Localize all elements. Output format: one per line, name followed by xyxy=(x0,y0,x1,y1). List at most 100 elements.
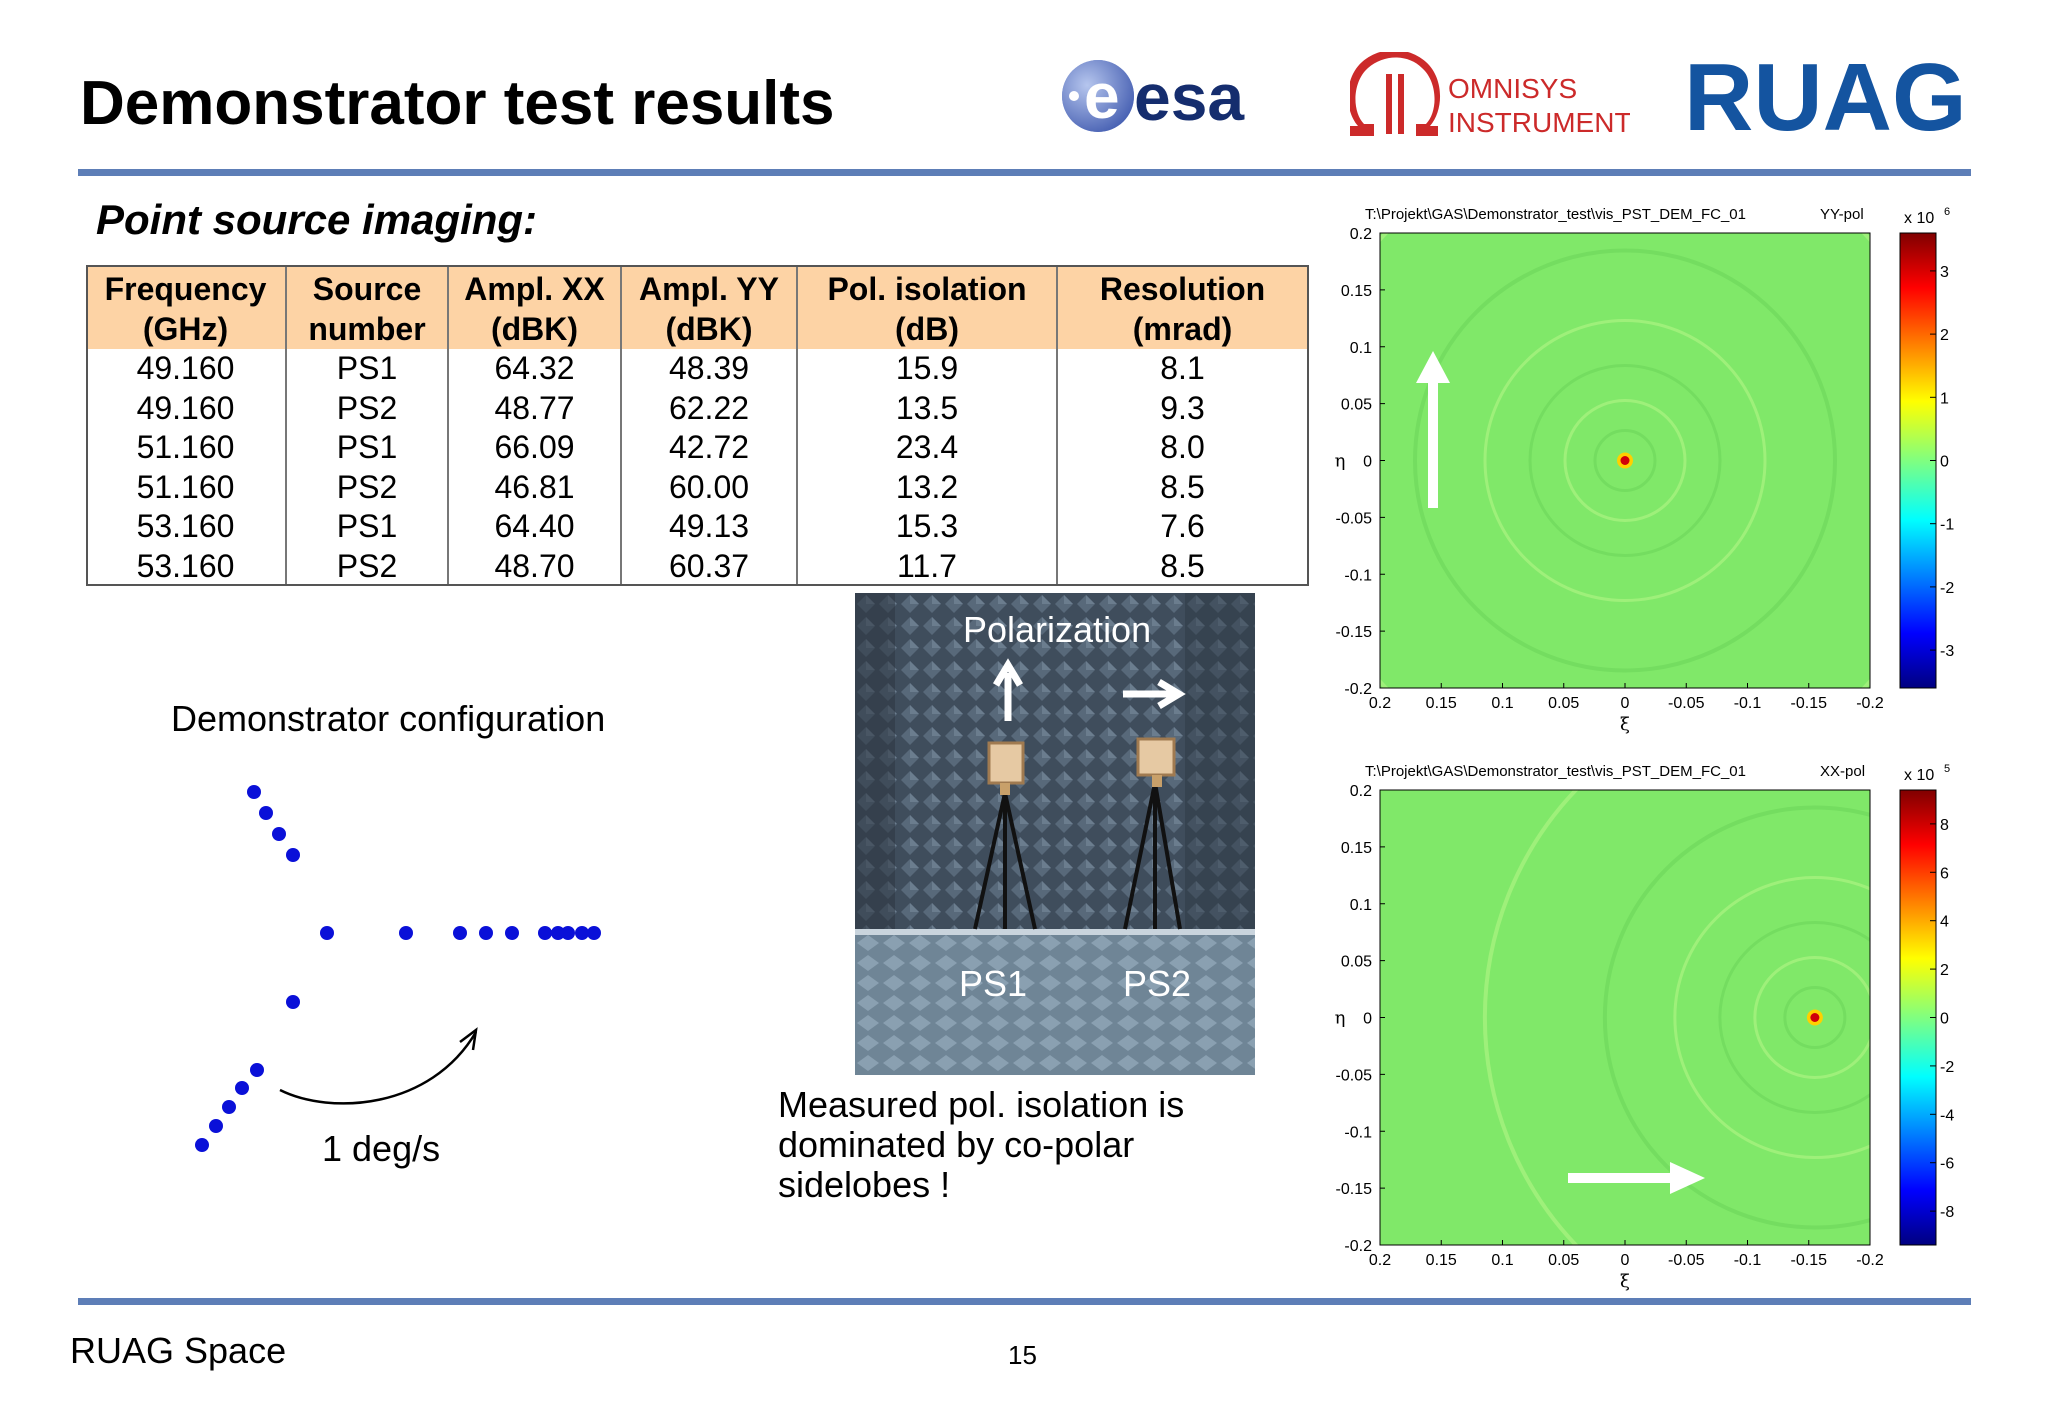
y-tick-label: -0.2 xyxy=(1344,681,1372,698)
sidelobe-ring xyxy=(1483,319,1767,602)
sidelobe-rings xyxy=(1482,790,1870,1245)
antenna-element-dot xyxy=(505,926,519,940)
antenna-element-dot xyxy=(453,926,467,940)
colorbar-scale-exponent: 6 xyxy=(1944,206,1950,218)
colorbar-tick-label: 2 xyxy=(1940,327,1949,344)
header-line: (dBK) xyxy=(490,311,579,347)
y-tick-label: 0.15 xyxy=(1341,840,1372,857)
antenna-element-dot xyxy=(259,806,273,820)
antenna-element-dot xyxy=(272,827,286,841)
colorbar-scale-exponent: 5 xyxy=(1944,763,1950,775)
footer-divider xyxy=(78,1298,1971,1305)
y-tick-label: 0.05 xyxy=(1341,397,1372,414)
y-tick-label: 0.05 xyxy=(1341,954,1372,971)
table-cell: 64.40 xyxy=(447,507,621,547)
colorbar-tick-label: -3 xyxy=(1940,643,1954,660)
plot-path-label: T:\Projekt\GAS\Demonstrator_test\vis_PST… xyxy=(1365,763,1746,780)
table-cell: 11.7 xyxy=(796,546,1057,586)
table-cell: 48.77 xyxy=(447,388,621,428)
header-line: (dBK) xyxy=(665,311,753,347)
header-line: (mrad) xyxy=(1132,311,1233,347)
sidelobe-ring xyxy=(1528,364,1722,557)
table-cell: PS2 xyxy=(285,388,448,428)
table-cell: PS2 xyxy=(285,467,448,507)
antenna-element-dot xyxy=(320,926,334,940)
table-header-row: Frequency (GHz) Source number Ampl. XX (dBK… xyxy=(86,265,1307,349)
table-cell: 8.5 xyxy=(1056,546,1307,586)
table-cell: 23.4 xyxy=(796,428,1057,468)
x-tick-label: 0 xyxy=(1621,695,1630,712)
table-cell: 53.160 xyxy=(136,547,235,584)
x-tick-label: -0.1 xyxy=(1734,1252,1762,1269)
sidelobe-ring xyxy=(1602,805,1870,1230)
x-tick-label: 0.05 xyxy=(1548,1252,1579,1269)
table-cell: PS1 xyxy=(285,349,448,389)
antenna-element-dot xyxy=(479,926,493,940)
header-line: Frequency xyxy=(104,271,267,307)
table-row: 49.160 PS1 64.32 48.39 15.9 8.1 xyxy=(86,349,1307,389)
polarization-arrow xyxy=(1428,378,1438,508)
sidelobe-rings xyxy=(1380,233,1870,688)
table-cell: 66.09 xyxy=(447,428,621,468)
table-cell: 49.160 xyxy=(136,389,235,426)
colorbar-tick-label: -4 xyxy=(1940,1107,1954,1124)
table-cell: 49.13 xyxy=(620,507,797,547)
header-line: Ampl. XX xyxy=(464,271,605,307)
table-cell: 15.3 xyxy=(796,507,1057,547)
table-row: 49.160 PS2 48.77 62.22 13.5 9.3 xyxy=(86,388,1307,428)
table-cell: PS2 xyxy=(285,546,448,586)
header-resolution: Resolution (mrad) xyxy=(1056,265,1307,349)
x-tick-label: 0.1 xyxy=(1491,695,1513,712)
x-tick-label: 0.05 xyxy=(1548,695,1579,712)
y-tick-label: -0.1 xyxy=(1344,567,1372,584)
esa-logo-text: esa xyxy=(1134,60,1245,134)
ps2-label: PS2 xyxy=(1123,963,1192,1004)
colorbar-tick-label: 8 xyxy=(1940,817,1949,834)
polarization-arrowhead xyxy=(1670,1162,1705,1194)
antenna-element-dot xyxy=(222,1100,236,1114)
table-cell: 42.72 xyxy=(620,428,797,468)
results-table: Frequency (GHz) Source number Ampl. XX (dBK… xyxy=(86,265,1307,586)
sidelobe-ring xyxy=(1673,876,1870,1159)
header-pol-isolation: Pol. isolation (dB) xyxy=(796,265,1057,349)
table-cell: PS1 xyxy=(285,428,448,468)
table-row: 53.160 PS1 64.40 49.13 15.3 7.6 xyxy=(86,507,1307,547)
colorbar-tick-label: 2 xyxy=(1940,962,1949,979)
y-tick-label: 0.2 xyxy=(1350,783,1372,800)
header-line: Ampl. YY xyxy=(639,271,779,307)
header-divider xyxy=(78,169,1971,176)
table-cell: 8.5 xyxy=(1056,467,1307,507)
x-tick-label: 0.2 xyxy=(1369,1252,1391,1269)
table-cell: 13.5 xyxy=(796,388,1057,428)
antenna-element-dot xyxy=(551,926,565,940)
omnisys-line1: OMNISYS xyxy=(1448,73,1577,104)
rotation-arrow xyxy=(279,1031,478,1105)
table-cell: 7.6 xyxy=(1056,507,1307,547)
colorbar-scale-label: x 10 xyxy=(1904,767,1934,784)
colorbar-tick-label: -2 xyxy=(1940,1059,1954,1076)
header-ampl-xx: Ampl. XX (dBK) xyxy=(447,265,621,349)
y-tick-label: -0.15 xyxy=(1336,1181,1373,1198)
plot-pol-label: YY-pol xyxy=(1820,206,1864,223)
y-tick-label: -0.05 xyxy=(1336,510,1373,527)
y-tick-label: -0.15 xyxy=(1336,624,1373,641)
table-cell: 8.1 xyxy=(1056,349,1307,389)
x-tick-label: -0.05 xyxy=(1668,1252,1705,1269)
ps1-label: PS1 xyxy=(959,963,1028,1004)
antenna-element-dot xyxy=(538,926,552,940)
colorbar-tick-label: 0 xyxy=(1940,454,1949,471)
x-tick-label: -0.2 xyxy=(1856,1252,1884,1269)
colorbar-tick-label: -2 xyxy=(1940,580,1954,597)
section-subtitle: Point source imaging: xyxy=(96,196,538,243)
note-line: Measured pol. isolation is xyxy=(778,1084,1185,1125)
table-row: 53.160 PS2 48.70 60.37 11.7 8.5 xyxy=(86,546,1307,586)
table-cell: 60.37 xyxy=(620,546,797,586)
rotation-rate-label: 1 deg/s xyxy=(322,1128,441,1169)
table-cell: 13.2 xyxy=(796,467,1057,507)
plot-pol-label: XX-pol xyxy=(1820,763,1865,780)
antenna-element-dot xyxy=(235,1081,249,1095)
x-tick-label: 0 xyxy=(1621,1252,1630,1269)
y-tick-label: 0 xyxy=(1363,1011,1372,1028)
table-cell: 48.70 xyxy=(447,546,621,586)
measurement-note: Measured pol. isolation is dominated by … xyxy=(778,1085,1258,1205)
